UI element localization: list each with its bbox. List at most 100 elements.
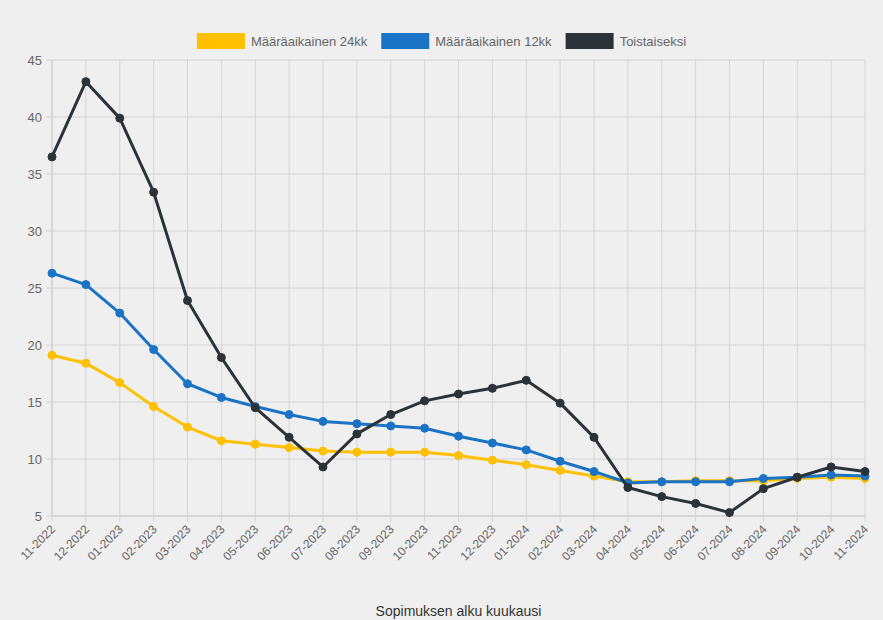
y-axis <box>52 60 53 516</box>
series-point <box>692 499 700 507</box>
series-point <box>353 420 361 428</box>
series-point <box>658 493 666 501</box>
series-point <box>488 384 496 392</box>
series-point <box>793 473 801 481</box>
plot-area <box>48 78 869 517</box>
x-tick <box>424 516 425 522</box>
y-tick-label: 5 <box>35 509 42 524</box>
series-point <box>217 393 225 401</box>
series-point <box>488 439 496 447</box>
series-point <box>387 448 395 456</box>
x-tick <box>289 516 290 522</box>
series-point <box>251 404 259 412</box>
legend-swatch <box>197 33 245 49</box>
y-tick <box>46 231 52 232</box>
x-tick <box>797 516 798 522</box>
x-tick-label: 12-2023 <box>457 522 498 563</box>
x-grid-line <box>695 60 696 516</box>
x-tick <box>695 516 696 522</box>
series-point <box>48 351 56 359</box>
x-grid-line <box>153 60 154 516</box>
chart: 5101520253035404511-202212-202201-202302… <box>0 0 883 620</box>
series-point <box>353 430 361 438</box>
series-line <box>52 273 865 483</box>
series-point <box>48 269 56 277</box>
x-tick <box>356 516 357 522</box>
series-point <box>522 461 530 469</box>
y-tick <box>46 516 52 517</box>
x-tick-label: 09-2024 <box>762 522 803 563</box>
x-tick-label: 05-2023 <box>220 522 261 563</box>
x-tick-label: 07-2023 <box>288 522 329 563</box>
series-point <box>759 485 767 493</box>
series-point <box>285 433 293 441</box>
series-point <box>82 78 90 86</box>
y-tick <box>46 174 52 175</box>
x-tick <box>763 516 764 522</box>
series-point <box>116 379 124 387</box>
x-grid-line <box>594 60 595 516</box>
legend-swatch <box>381 33 429 49</box>
x-axis <box>52 516 865 517</box>
series-point <box>116 309 124 317</box>
y-tick <box>46 459 52 460</box>
series-point <box>455 390 463 398</box>
series-point <box>421 424 429 432</box>
y-tick-label: 10 <box>28 452 42 467</box>
x-tick-label: 11-2024 <box>831 522 872 563</box>
series-point <box>319 417 327 425</box>
legend-label: Määräaikainen 12kk <box>435 34 552 49</box>
legend-label: Määräaikainen 24kk <box>251 34 368 49</box>
series-point <box>692 478 700 486</box>
background <box>0 0 883 620</box>
series-point <box>319 447 327 455</box>
x-grid-line <box>424 60 425 516</box>
x-grid-line <box>221 60 222 516</box>
x-tick <box>831 516 832 522</box>
x-tick <box>661 516 662 522</box>
series-point <box>827 471 835 479</box>
series-point <box>82 359 90 367</box>
x-grid-line <box>763 60 764 516</box>
y-tick <box>46 345 52 346</box>
series-point <box>217 354 225 362</box>
x-tick-label: 10-2024 <box>796 522 837 563</box>
series-point <box>285 411 293 419</box>
series-point <box>827 463 835 471</box>
series-point <box>387 411 395 419</box>
x-grid-line <box>831 60 832 516</box>
series-line <box>52 355 865 482</box>
x-tick-label: 02-2024 <box>525 522 566 563</box>
x-tick-label: 10-2023 <box>390 522 431 563</box>
series-point <box>455 452 463 460</box>
series-point <box>387 422 395 430</box>
x-tick-label: 03-2023 <box>153 522 194 563</box>
x-tick <box>153 516 154 522</box>
x-grid-line <box>52 60 53 516</box>
x-grid-line <box>560 60 561 516</box>
x-tick <box>85 516 86 522</box>
series-point <box>556 457 564 465</box>
x-tick-label: 08-2024 <box>728 522 769 563</box>
x-tick-label: 02-2023 <box>119 522 160 563</box>
series-point <box>658 478 666 486</box>
y-tick <box>46 288 52 289</box>
series-point <box>726 478 734 486</box>
legend-swatch <box>566 33 614 49</box>
series-point <box>48 153 56 161</box>
series-point <box>251 440 259 448</box>
y-tick-label: 35 <box>28 167 42 182</box>
x-tick <box>458 516 459 522</box>
y-tick-label: 30 <box>28 224 42 239</box>
y-tick-label: 40 <box>28 110 42 125</box>
series-point <box>793 473 801 481</box>
series-point <box>590 468 598 476</box>
series-point <box>488 456 496 464</box>
series-point <box>624 484 632 492</box>
series-point <box>82 281 90 289</box>
y-tick <box>46 60 52 61</box>
x-grid-line <box>729 60 730 516</box>
series-point <box>353 448 361 456</box>
x-tick-label: 12-2022 <box>51 522 92 563</box>
x-grid-line <box>356 60 357 516</box>
